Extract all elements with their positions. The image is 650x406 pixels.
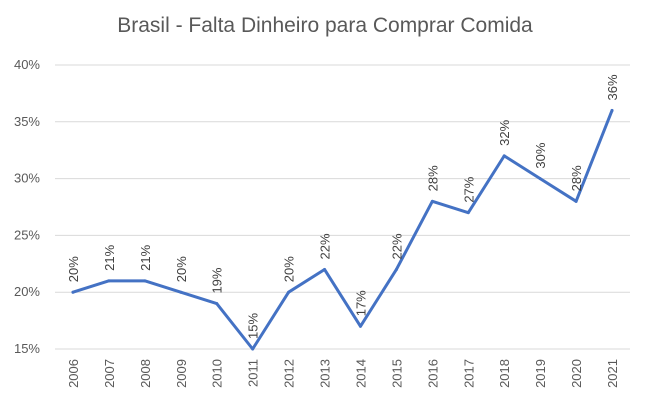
data-label: 20% — [282, 256, 297, 282]
x-tick-label: 2018 — [497, 359, 512, 388]
data-point — [287, 290, 291, 294]
series — [71, 108, 614, 351]
data-point — [574, 199, 578, 203]
data-point — [143, 279, 147, 283]
gridlines — [55, 64, 630, 350]
data-point — [466, 211, 470, 215]
data-label: 32% — [497, 119, 512, 145]
y-tick-label: 15% — [14, 341, 40, 356]
x-tick-label: 2017 — [461, 359, 476, 388]
y-axis: 15% 20% 25% 30% 35% 40% — [14, 57, 40, 356]
x-tick-label: 2008 — [138, 359, 153, 388]
y-tick-label: 35% — [14, 114, 40, 129]
data-label: 22% — [389, 233, 404, 259]
y-tick-label: 25% — [14, 227, 40, 242]
data-point — [358, 324, 362, 328]
data-label: 17% — [353, 290, 368, 316]
y-tick-label: 30% — [14, 171, 40, 186]
data-label: 36% — [605, 74, 620, 100]
data-label: 21% — [138, 244, 153, 270]
x-tick-label: 2014 — [353, 359, 368, 388]
data-label: 30% — [533, 142, 548, 168]
data-point — [179, 290, 183, 294]
x-tick-label: 2012 — [282, 359, 297, 388]
x-tick-label: 2013 — [318, 359, 333, 388]
data-label: 28% — [569, 165, 584, 191]
data-point — [215, 302, 219, 306]
data-point — [610, 108, 614, 112]
data-point — [71, 290, 75, 294]
chart-title: Brasil - Falta Dinheiro para Comprar Com… — [117, 14, 533, 37]
data-point — [107, 279, 111, 283]
data-label: 20% — [174, 256, 189, 282]
data-point — [251, 347, 255, 351]
y-tick-label: 20% — [14, 284, 40, 299]
y-tick-label: 40% — [14, 57, 40, 72]
data-label: 19% — [210, 267, 225, 293]
data-labels: 20% 21% 21% 20% 19% 15% 20% 22% 17% 22% 28% 27% 32% 3… — [66, 74, 620, 339]
x-tick-label: 2021 — [605, 359, 620, 388]
x-tick-label: 2011 — [246, 359, 261, 387]
x-tick-label: 2019 — [533, 359, 548, 388]
x-tick-label: 2006 — [66, 359, 81, 388]
x-tick-label: 2009 — [174, 359, 189, 388]
data-label: 27% — [461, 176, 476, 202]
data-label: 15% — [246, 313, 261, 339]
x-tick-label: 2010 — [210, 359, 225, 388]
x-axis: 2006 2007 2008 2009 2010 2011 2012 2013 2014 2015… — [66, 359, 620, 388]
data-point — [323, 267, 327, 271]
x-tick-label: 2015 — [389, 359, 404, 388]
data-label: 22% — [318, 233, 333, 259]
data-point — [430, 199, 434, 203]
data-label: 20% — [66, 256, 81, 282]
data-label: 21% — [102, 244, 117, 270]
x-tick-label: 2020 — [569, 359, 584, 388]
series-line — [71, 108, 614, 351]
data-point — [538, 177, 542, 181]
data-point — [394, 267, 398, 271]
data-label: 28% — [425, 165, 440, 191]
data-point — [502, 154, 506, 158]
x-tick-label: 2007 — [102, 359, 117, 388]
x-tick-label: 2016 — [425, 359, 440, 388]
